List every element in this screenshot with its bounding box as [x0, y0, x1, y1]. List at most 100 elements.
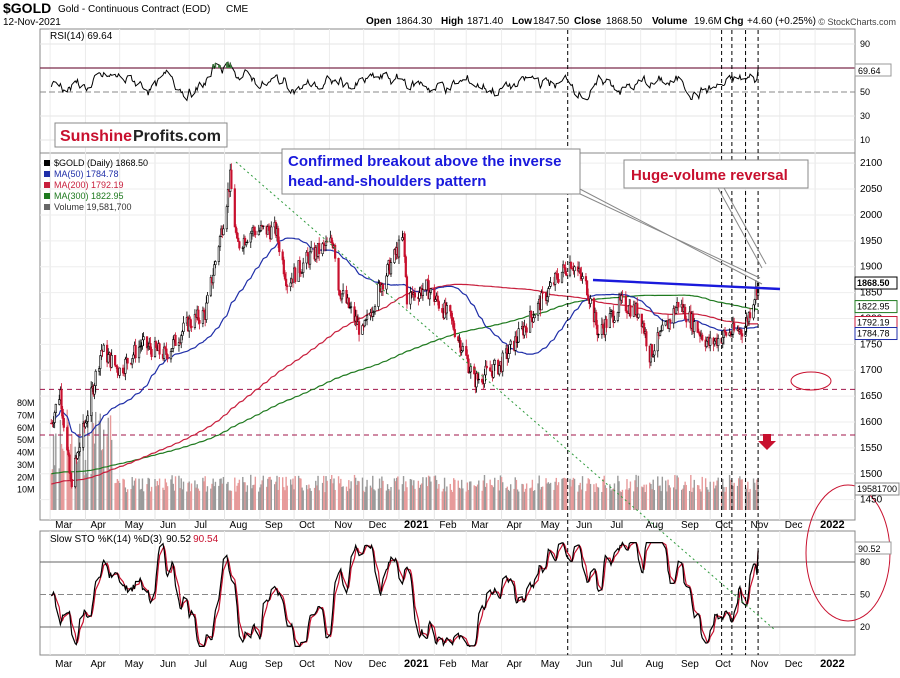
close-label: Close: [574, 16, 602, 27]
volume-bar: [601, 491, 603, 510]
volume-bar: [142, 491, 145, 510]
volume-bar: [577, 491, 579, 510]
volume-bar: [516, 489, 519, 510]
ma300-value-tag: 1822.95: [857, 302, 890, 312]
header-name: Gold - Continuous Contract (EOD): [58, 4, 210, 15]
candle-body: [153, 341, 157, 357]
volume-value: 19.6M: [694, 16, 722, 27]
candle-body: [365, 315, 369, 320]
vertical-markers: [567, 30, 759, 655]
volume-bar: [83, 475, 86, 510]
volume-bar: [466, 482, 469, 510]
candle-body: [637, 313, 640, 318]
horizontal-levels: [40, 388, 855, 436]
volume-bar: [277, 489, 279, 510]
candle-body: [605, 319, 608, 328]
candle-body: [340, 293, 344, 300]
x-axis-label: Apr: [507, 659, 523, 670]
candle-body: [636, 303, 639, 318]
candle-body: [753, 299, 756, 306]
candle-body: [597, 333, 600, 336]
volume-bar: [364, 492, 366, 510]
volume-bar: [133, 480, 136, 510]
candle-body: [625, 310, 629, 314]
volume-bar: [457, 480, 459, 510]
volume-bar: [502, 482, 504, 510]
volume-bar: [585, 491, 587, 510]
candle-body: [98, 368, 101, 372]
candle-body: [401, 237, 404, 241]
volume-bar: [381, 476, 383, 510]
candle-body: [308, 251, 312, 265]
x-axis-label: Jun: [160, 520, 176, 531]
volume-bar: [540, 486, 543, 510]
sto-d-value: 90.54: [193, 534, 218, 545]
volume-bar: [748, 492, 750, 510]
candle-body: [180, 335, 183, 344]
volume-bar: [517, 491, 520, 510]
volume-bar: [741, 479, 743, 510]
open-label: Open: [366, 16, 392, 27]
rsi-lines: [50, 61, 759, 102]
volume-bar: [490, 484, 493, 510]
volume-bar: [595, 483, 597, 510]
volume-bar: [597, 487, 600, 510]
volume-bars: [50, 409, 759, 510]
volume-bar: [149, 491, 152, 510]
candle-body: [99, 355, 102, 369]
candle-body: [286, 285, 289, 287]
volume-bar: [725, 486, 727, 510]
volume-bar: [365, 486, 367, 510]
price-tick-label: 1650: [860, 391, 883, 402]
volume-bar: [460, 479, 463, 510]
volume-bar: [382, 480, 384, 510]
candle-body: [118, 367, 121, 376]
volume-bar: [141, 478, 144, 510]
volume-bar: [650, 484, 652, 510]
volume-bar: [229, 490, 231, 510]
candle-body: [190, 325, 193, 328]
volume-bar: [633, 491, 635, 510]
volume-bar: [612, 488, 615, 510]
candle-body: [640, 313, 643, 327]
candle-body: [498, 365, 501, 375]
candle-body: [418, 292, 421, 300]
volume-bar: [259, 487, 261, 510]
volume-bar: [194, 480, 196, 510]
volume-bar: [374, 490, 376, 510]
x-axis-label: Nov: [334, 520, 352, 531]
volume-bar: [85, 473, 88, 510]
volume-bar: [115, 482, 117, 510]
volume-bar: [67, 422, 70, 510]
x-axis-label: Mar: [471, 659, 489, 670]
volume-tick-label: 50M: [17, 435, 35, 445]
candle-body: [721, 337, 724, 344]
volume-bar: [91, 412, 94, 510]
candle-body: [342, 289, 345, 295]
sto-panel-frame: [39, 530, 856, 656]
candle-body: [409, 291, 412, 305]
volume-bar: [747, 481, 749, 510]
rsi-line: [50, 61, 759, 102]
rsi-tick-label: 10: [860, 135, 870, 145]
candle-body: [245, 242, 248, 246]
sto-legend: Slow STO %K(14) %D(3) 90.52 90.54: [50, 534, 219, 545]
volume-bar: [494, 477, 496, 510]
price-tick-label: 1700: [860, 365, 883, 376]
volume-bar: [299, 478, 301, 510]
candle-body: [163, 346, 166, 359]
close-value-tag: 1868.50: [857, 278, 890, 288]
candle-body: [84, 422, 87, 428]
chg-value: +4.60 (+0.25%): [747, 16, 816, 27]
reversal-box: [623, 159, 809, 189]
volume-bar: [588, 479, 591, 510]
high-label: High: [441, 16, 463, 27]
neckline: [592, 278, 781, 291]
volume-bar: [442, 488, 445, 510]
volume-bar: [682, 488, 684, 510]
volume-bar: [342, 486, 344, 510]
volume-bar: [130, 489, 132, 510]
candle-body: [373, 306, 377, 312]
volume-bar: [462, 488, 464, 510]
candle-body: [230, 169, 233, 189]
